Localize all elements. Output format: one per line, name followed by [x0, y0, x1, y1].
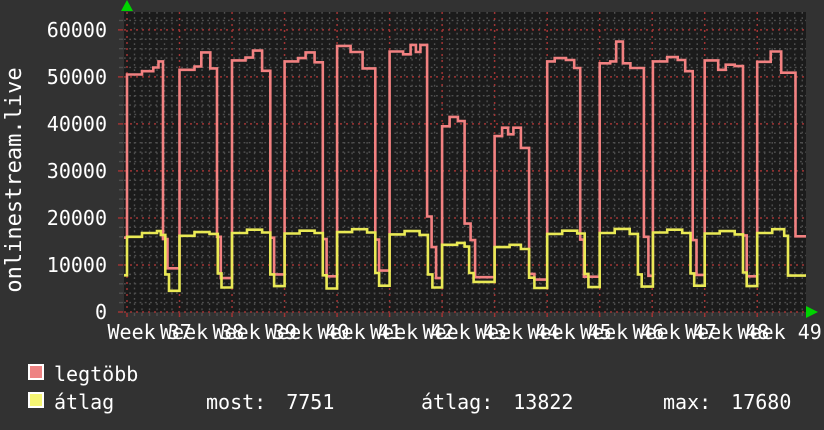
series-line-atlag	[124, 227, 806, 293]
x-axis-label: Week 44	[475, 320, 560, 344]
x-axis-label: Week 38	[160, 320, 245, 344]
x-axis-label: Week 39	[212, 320, 297, 344]
x-axis-label: Week 45	[527, 320, 612, 344]
chart-plot-area	[118, 0, 818, 318]
y-axis-tick-label: 30000	[46, 158, 107, 183]
stat-atlag-label: átlag:	[421, 390, 494, 414]
y-axis-tick-label: 0	[94, 300, 107, 324]
x-axis-label: Week 40	[265, 320, 350, 344]
x-axis-label: Week 47	[632, 320, 717, 344]
x-axis-label: Week 42	[370, 320, 455, 344]
stat-max-value: 17680	[731, 390, 792, 414]
x-axis-arrow-icon	[806, 306, 818, 318]
stat-most-label: most:	[206, 390, 267, 414]
legend-swatch-atlag	[28, 392, 44, 408]
y-axis-tick-label: 20000	[46, 205, 107, 230]
stat-atlag: átlag: 13822	[421, 390, 573, 414]
legend-label-atlag: átlag	[54, 390, 115, 414]
x-axis-label: Week 37	[107, 320, 192, 344]
y-axis-tick-label: 10000	[46, 252, 107, 277]
y-axis-arrow-icon	[121, 0, 134, 11]
series-line-legtobb	[124, 40, 806, 281]
x-axis-label: Week 48	[685, 320, 770, 344]
x-axis-label: Week 41	[317, 320, 402, 344]
x-axis-label: Week 46	[580, 320, 665, 344]
legend-label-legtobb: legtöbb	[54, 362, 139, 386]
stat-most-value: 7751	[286, 390, 335, 414]
y-axis-tick-label: 40000	[46, 111, 107, 136]
y-axis-tick-label: 50000	[46, 64, 107, 89]
stat-atlag-value: 13822	[513, 390, 574, 414]
x-axis-label: Week 49	[737, 320, 822, 344]
stat-max: max: 17680	[663, 390, 791, 414]
stat-max-label: max:	[663, 390, 712, 414]
x-axis-label: Week 43	[422, 320, 507, 344]
stat-most: most: 7751	[206, 390, 334, 414]
legend-swatch-legtobb	[28, 364, 44, 380]
y-axis-tick-label: 60000	[46, 17, 107, 42]
